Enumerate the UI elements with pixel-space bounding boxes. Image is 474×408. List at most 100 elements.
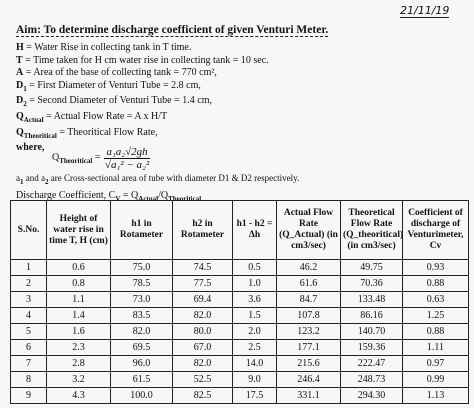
subscript: Theoritical: [59, 157, 93, 165]
header-cell: Theoretical Flow Rate (Q_theoritical) (i…: [340, 200, 403, 260]
cell: 4.3: [46, 387, 111, 404]
cell: 9: [10, 387, 47, 404]
text: = First Diameter of Venturi Tube = 2.8 c…: [26, 79, 201, 91]
definition: H = Water Rise in collecting tank in T t…: [16, 42, 269, 55]
cell: 2: [10, 275, 47, 292]
cell: 3.2: [46, 371, 111, 388]
denominator: √a₁² − a₂²: [104, 159, 150, 171]
table-body: 1 0.6 75.0 74.5 0.5 46.2 49.75 0.93 2 0.8 78.5 77.5…: [10, 259, 469, 404]
cell: 222.47: [340, 355, 403, 372]
cell: 140.70: [340, 323, 403, 340]
cell: 1: [10, 259, 47, 276]
cell: 100.0: [110, 387, 173, 404]
table-row: 6 2.3 69.5 67.0 2.5 177.1 159.36 1.11: [10, 339, 469, 356]
results-table: S.No. Height of water rise in time T, H (…: [10, 200, 469, 404]
formula: QTheoritical = a₁a₂√2gh √a₁² − a₂²: [52, 146, 150, 171]
cell: 107.8: [276, 307, 341, 324]
definition: A = Area of the base of collecting tank …: [16, 67, 269, 80]
subscript: 2: [45, 177, 49, 186]
text: Discharge Coefficient, C: [16, 189, 116, 201]
subscript: Actual: [138, 194, 159, 203]
cell: 1.25: [402, 307, 469, 324]
text: T: [16, 54, 23, 66]
cell: 82.0: [172, 355, 233, 372]
cell: 1.4: [46, 307, 111, 324]
table-row: 7 2.8 96.0 82.0 14.0 215.6 222.47 0.97: [10, 355, 469, 372]
cell: 73.0: [110, 291, 173, 308]
cell: 61.5: [110, 371, 173, 388]
table-row: 3 1.1 73.0 69.4 3.6 84.7 133.48 0.63: [10, 291, 469, 308]
cell: 1.6: [46, 323, 111, 340]
cell: 2.8: [46, 355, 111, 372]
cell: 2.3: [46, 339, 111, 356]
definition: QTheoritical = Theoritical Flow Rate,: [16, 127, 269, 143]
table-row: 2 0.8 78.5 77.5 1.0 61.6 70.36 0.88: [10, 275, 469, 292]
cell: 1.0: [232, 275, 277, 292]
definition: T = Time taken for H cm water rise in co…: [16, 55, 269, 68]
cell: 0.6: [46, 259, 111, 276]
date: 21/11/19: [400, 4, 450, 18]
cell: 75.0: [110, 259, 173, 276]
cell: 215.6: [276, 355, 341, 372]
text: = Area of the base of collecting tank = …: [23, 67, 217, 79]
cell: 3.6: [232, 291, 277, 308]
cell: 61.6: [276, 275, 341, 292]
text: D: [16, 95, 24, 107]
cell: 14.0: [232, 355, 277, 372]
text: = Second Diameter of Venturi Tube = 1.4 …: [26, 95, 212, 107]
cell: 1.11: [402, 339, 469, 356]
cell: 46.2: [276, 259, 341, 276]
cell: 294.30: [340, 387, 403, 404]
cell: 96.0: [110, 355, 173, 372]
cell: 86.16: [340, 307, 403, 324]
cell: 3: [10, 291, 47, 308]
header-cell: h2 in Rotameter: [172, 200, 233, 260]
table-row: 5 1.6 82.0 80.0 2.0 123.2 140.70 0.88: [10, 323, 469, 340]
cell: 82.0: [172, 307, 233, 324]
cell: 80.0: [172, 323, 233, 340]
definitions: H = Water Rise in collecting tank in T t…: [16, 42, 269, 155]
aim: Aim: To determine discharge coefficient …: [16, 24, 329, 37]
fraction: a₁a₂√2gh √a₁² − a₂²: [104, 146, 150, 171]
cell: 133.48: [340, 291, 403, 308]
note: Discharge Coefficient, CV = QActual/QThe…: [16, 189, 299, 206]
cell: 82.5: [172, 387, 233, 404]
cell: 2.0: [232, 323, 277, 340]
cell: 2.5: [232, 339, 277, 356]
cell: 0.5: [232, 259, 277, 276]
cell: 8: [10, 371, 47, 388]
cell: 5: [10, 323, 47, 340]
cell: 84.7: [276, 291, 341, 308]
header-cell: Actual Flow Rate (Q_Actual) (in cm3/sec): [276, 200, 341, 260]
cell: 49.75: [340, 259, 403, 276]
definition: D1 = First Diameter of Venturi Tube = 2.…: [16, 80, 269, 96]
cell: 69.5: [110, 339, 173, 356]
cell: 246.4: [276, 371, 341, 388]
text: = Water Rise in collecting tank in T tim…: [23, 42, 192, 53]
text: a: [16, 173, 20, 183]
cell: 9.0: [232, 371, 277, 388]
text: = Time taken for H cm water rise in coll…: [22, 54, 269, 66]
subscript: 1: [20, 177, 24, 186]
table-row: 8 3.2 61.5 52.5 9.0 246.4 248.73 0.99: [10, 371, 469, 388]
cell: 82.0: [110, 323, 173, 340]
cell: 177.1: [276, 339, 341, 356]
subscript: Theoritical.: [168, 194, 203, 203]
text: = Theoritical Flow Rate,: [56, 126, 158, 138]
header-cell: S.No.: [10, 200, 47, 260]
text: = Actual Flow Rate = A x H/T: [43, 110, 168, 122]
note: a1 and a2 are Cross-sectional area of tu…: [16, 172, 299, 189]
cell: 78.5: [110, 275, 173, 292]
cell: 74.5: [172, 259, 233, 276]
cell: 1.1: [46, 291, 111, 308]
text: Q: [16, 126, 24, 138]
notes: a1 and a2 are Cross-sectional area of tu…: [16, 172, 299, 206]
cell: 123.2: [276, 323, 341, 340]
subscript: Theoritical: [23, 131, 57, 140]
definition: D2 = Second Diameter of Venturi Tube = 1…: [16, 95, 269, 111]
header-cell: Height of water rise in time T, H (cm): [46, 200, 111, 260]
text: = Q: [120, 189, 139, 201]
header-cell: h1 - h2 = Δh: [232, 200, 277, 260]
text: A: [16, 67, 24, 79]
cell: 4: [10, 307, 47, 324]
